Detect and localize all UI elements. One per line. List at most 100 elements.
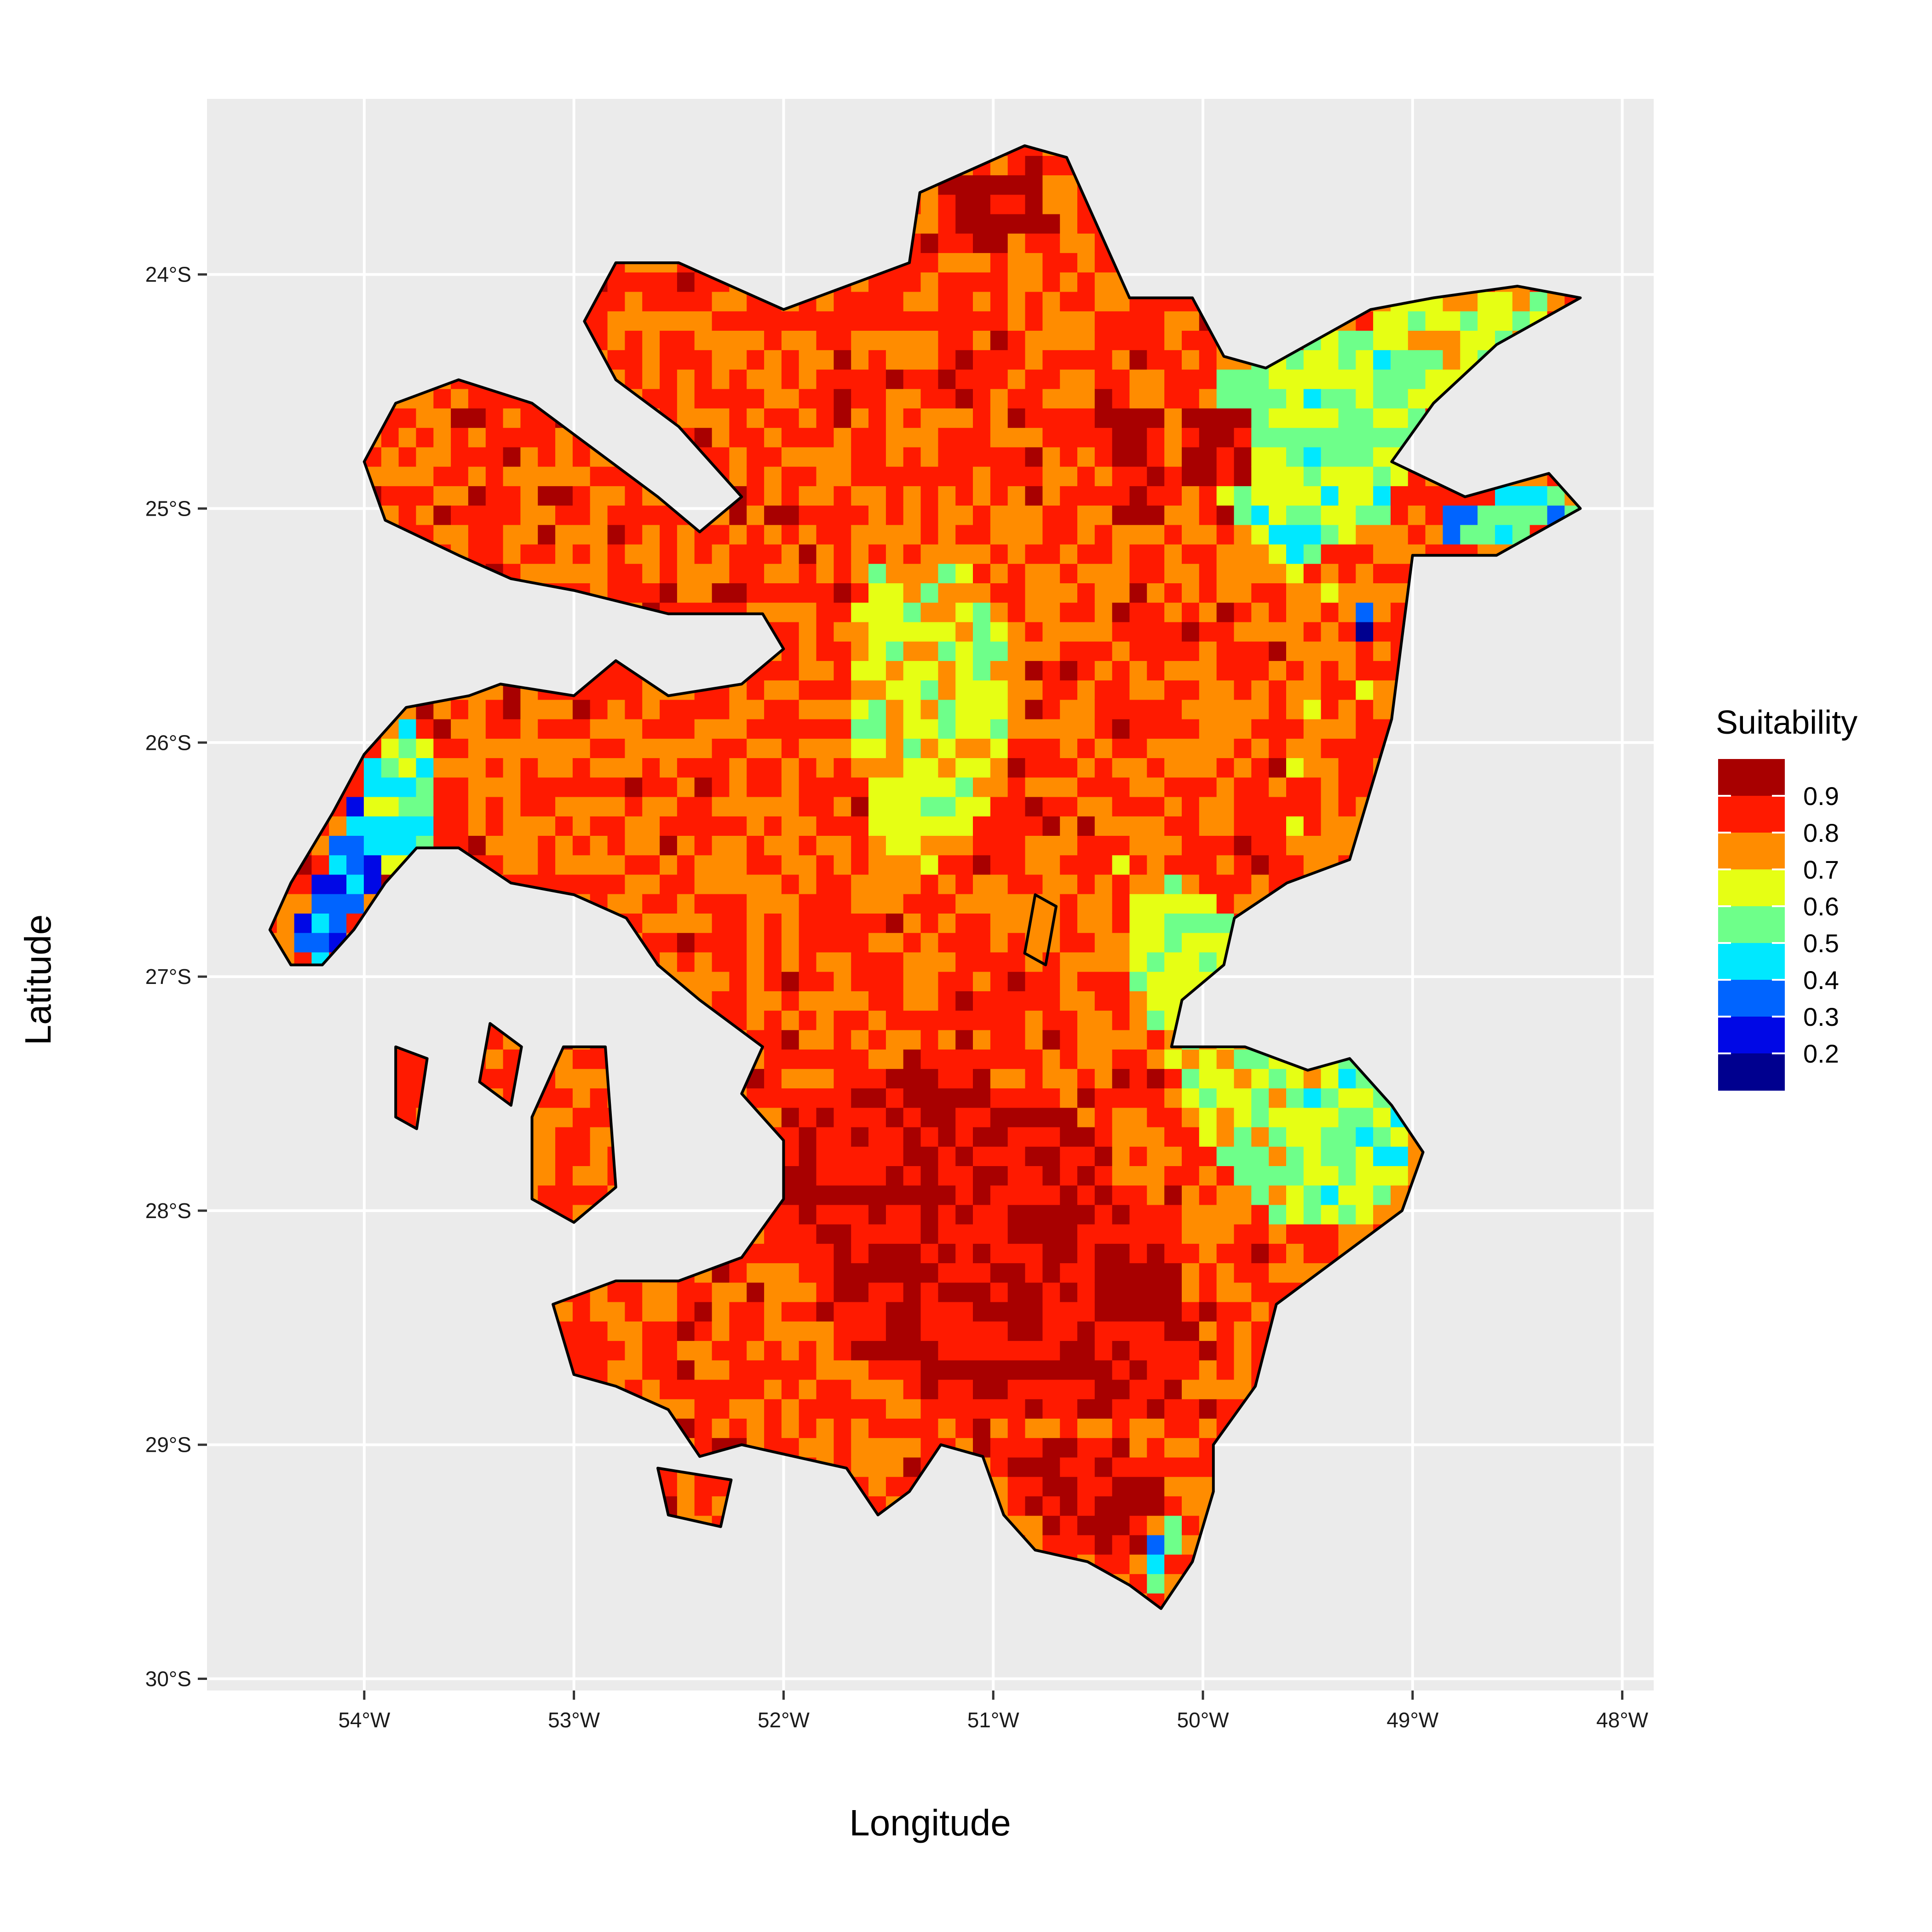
- raster-cell: [920, 1204, 939, 1225]
- raster-cell: [712, 913, 730, 933]
- raster-cell: [955, 311, 973, 331]
- raster-cell: [538, 1166, 556, 1186]
- raster-cell: [990, 583, 1008, 603]
- raster-cell: [1234, 1127, 1252, 1147]
- raster-cell: [1147, 1069, 1165, 1089]
- raster-cell: [1042, 466, 1060, 486]
- raster-cell: [1216, 1069, 1235, 1089]
- raster-cell: [1007, 427, 1026, 448]
- raster-cell: [938, 194, 956, 214]
- raster-cell: [1112, 1301, 1130, 1322]
- raster-cell: [1182, 330, 1200, 351]
- raster-cell: [485, 544, 504, 564]
- raster-cell: [920, 1166, 939, 1186]
- raster-cell: [886, 350, 904, 370]
- raster-cell: [886, 1127, 904, 1147]
- raster-cell: [555, 855, 573, 875]
- raster-cell: [451, 738, 469, 759]
- raster-cell: [990, 369, 1008, 389]
- raster-cell: [764, 447, 782, 467]
- raster-cell: [868, 1282, 886, 1302]
- raster-cell: [1164, 855, 1182, 875]
- raster-cell: [660, 564, 678, 583]
- raster-cell: [1129, 1360, 1148, 1380]
- raster-cell: [1147, 894, 1165, 914]
- raster-cell: [625, 816, 643, 836]
- raster-cell: [816, 427, 834, 448]
- raster-cell: [712, 932, 730, 953]
- raster-cell: [1338, 1166, 1357, 1186]
- raster-cell: [1182, 466, 1200, 486]
- raster-cell: [1129, 1554, 1148, 1574]
- raster-cell: [538, 1146, 556, 1166]
- raster-cell: [903, 1438, 921, 1458]
- raster-cell: [1129, 311, 1148, 331]
- raster-cell: [764, 1340, 782, 1361]
- raster-cell: [625, 291, 643, 311]
- raster-cell: [1199, 1418, 1217, 1438]
- raster-cell: [747, 350, 765, 370]
- raster-cell: [468, 738, 486, 759]
- raster-cell: [938, 466, 956, 486]
- raster-cell: [903, 486, 921, 506]
- raster-cell: [1007, 194, 1026, 214]
- raster-cell: [1077, 369, 1095, 389]
- raster-cell: [955, 641, 973, 661]
- raster-cell: [1007, 1049, 1026, 1069]
- raster-cell: [938, 641, 956, 661]
- raster-cell: [1112, 466, 1130, 486]
- raster-cell: [1042, 1321, 1060, 1341]
- raster-cell: [781, 952, 799, 972]
- raster-cell: [1164, 971, 1182, 991]
- raster-cell: [903, 1204, 921, 1225]
- raster-cell: [1234, 1340, 1252, 1361]
- raster-cell: [816, 505, 834, 525]
- raster-cell: [955, 1107, 973, 1127]
- raster-cell: [955, 874, 973, 894]
- raster-cell: [851, 330, 869, 351]
- raster-cell: [1025, 272, 1043, 292]
- raster-cell: [781, 505, 799, 525]
- raster-cell: [1094, 1418, 1113, 1438]
- raster-cell: [920, 1360, 939, 1380]
- raster-cell: [398, 466, 417, 486]
- raster-cell: [938, 835, 956, 856]
- raster-cell: [1060, 330, 1078, 351]
- raster-cell: [1338, 1146, 1357, 1166]
- raster-cell: [834, 991, 851, 1011]
- raster-cell: [1077, 505, 1095, 525]
- raster-cell: [572, 1107, 591, 1127]
- raster-cell: [1147, 1457, 1165, 1477]
- raster-cell: [642, 291, 660, 311]
- raster-cell: [1286, 486, 1304, 506]
- raster-cell: [1321, 486, 1339, 506]
- raster-cell: [590, 816, 608, 836]
- raster-cell: [1216, 544, 1235, 564]
- raster-cell: [729, 874, 747, 894]
- raster-cell: [1286, 816, 1304, 836]
- raster-cell: [1269, 738, 1287, 759]
- raster-cell: [1303, 544, 1322, 564]
- raster-cell: [590, 524, 608, 545]
- raster-cell: [781, 816, 799, 836]
- raster-cell: [834, 816, 851, 836]
- raster-cell: [1025, 1204, 1043, 1225]
- raster-cell: [1182, 699, 1200, 719]
- raster-cell: [834, 408, 851, 428]
- raster-cell: [834, 1088, 851, 1108]
- raster-cell: [398, 719, 417, 739]
- raster-cell: [747, 1418, 765, 1438]
- raster-cell: [920, 427, 939, 448]
- raster-cell: [1112, 641, 1130, 661]
- raster-cell: [1216, 855, 1235, 875]
- raster-cell: [799, 1282, 817, 1302]
- raster-cell: [1129, 486, 1148, 506]
- raster-cell: [1060, 1243, 1078, 1264]
- raster-cell: [1007, 272, 1026, 292]
- raster-cell: [1321, 466, 1339, 486]
- raster-cell: [1164, 680, 1182, 700]
- raster-cell: [1094, 1029, 1113, 1050]
- raster-cell: [1286, 1069, 1304, 1089]
- raster-cell: [1269, 1088, 1287, 1108]
- raster-cell: [1251, 486, 1269, 506]
